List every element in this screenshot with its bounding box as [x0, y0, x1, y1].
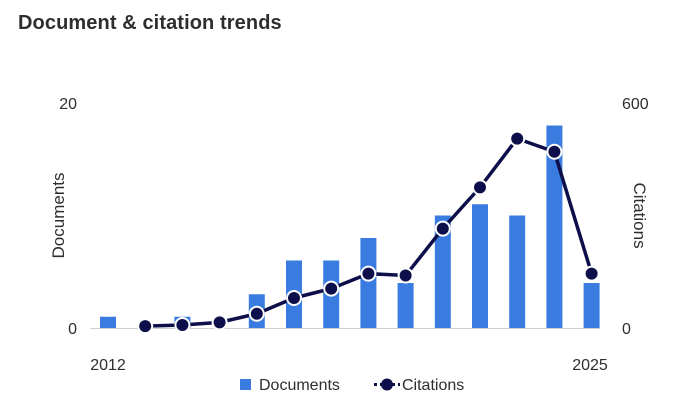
legend-citations-label: Citations [402, 377, 464, 394]
documents-bars [100, 125, 600, 328]
documents-bar-2023 [509, 215, 526, 328]
legend-documents-label: Documents [259, 377, 340, 394]
citations-point-2020 [397, 267, 414, 284]
citations-point-2013 [137, 318, 154, 335]
chart-title: Document & citation trends [18, 12, 282, 34]
citations-point-2022 [472, 179, 488, 196]
legend-documents-swatch [240, 379, 251, 390]
legend-citations-marker [381, 378, 393, 391]
citations-line-group [137, 130, 600, 335]
documents-bar-2021 [434, 215, 451, 328]
y-right-tick-max: 600 [622, 96, 649, 113]
citations-point-2014 [174, 317, 191, 333]
y-right-axis-label: Citations [630, 182, 649, 248]
citations-point-2023 [509, 130, 526, 147]
y-left-tick-min: 0 [68, 321, 77, 338]
citations-point-2019 [360, 265, 377, 282]
documents-bar-2024 [546, 125, 563, 328]
legend: Documents Citations [240, 377, 464, 394]
citations-point-2016 [248, 305, 265, 322]
y-right-tick-min: 0 [622, 321, 631, 338]
citations-point-2025 [583, 265, 600, 282]
citations-point-2024 [546, 143, 563, 160]
y-left-tick-max: 20 [59, 96, 77, 113]
documents-bar-2019 [360, 238, 377, 328]
documents-bar-2022 [472, 204, 488, 328]
y-left-axis-label: Documents [49, 173, 68, 259]
citations-point-2021 [434, 220, 451, 237]
documents-bar-2025 [583, 283, 600, 328]
citations-point-2018 [323, 280, 340, 297]
citations-point-2015 [211, 314, 228, 331]
documents-bar-2012 [100, 316, 116, 328]
x-tick-first: 2012 [90, 357, 126, 374]
documents-bar-2020 [397, 283, 414, 328]
citations-point-2017 [286, 290, 302, 306]
x-tick-last: 2025 [572, 357, 608, 374]
